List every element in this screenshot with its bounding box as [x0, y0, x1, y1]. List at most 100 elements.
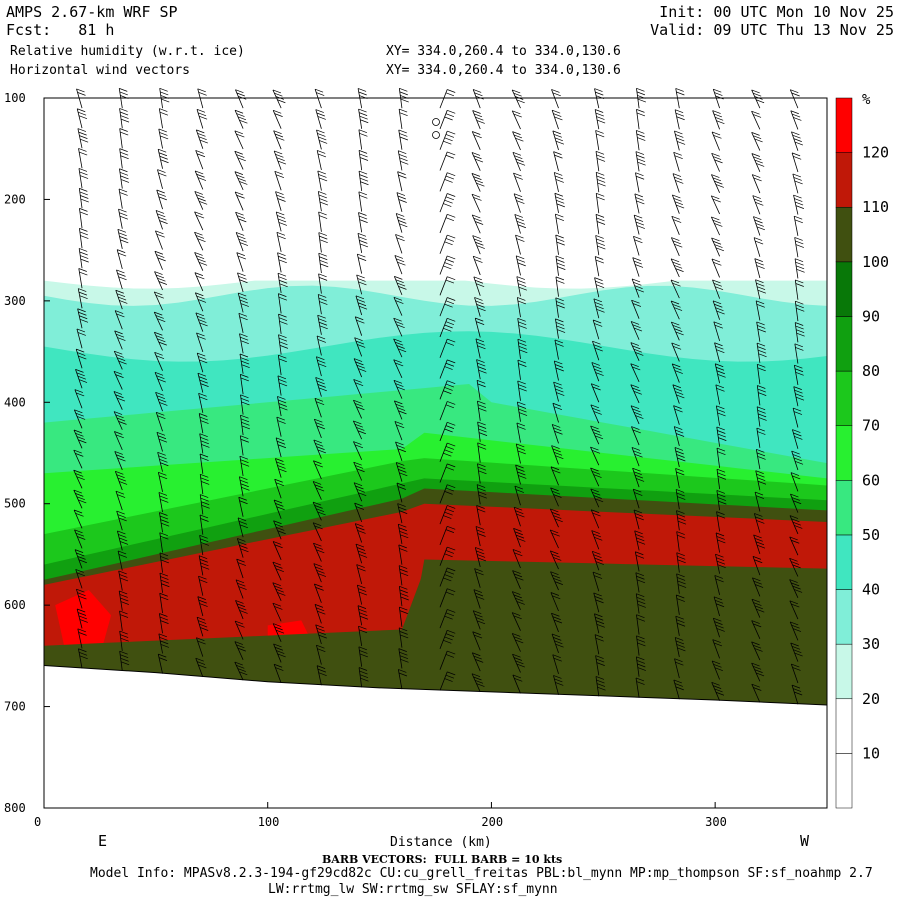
wind-barb-feather: [594, 88, 603, 92]
wind-barb: [159, 572, 163, 593]
wind-barb: [118, 570, 123, 591]
wind-barb: [517, 380, 521, 401]
wind-barb-feather: [355, 316, 364, 321]
wind-barb-feather: [792, 454, 801, 458]
wind-barb-feather: [637, 667, 646, 671]
wind-barb-feather: [592, 365, 602, 370]
wind-barb-feather: [635, 554, 645, 559]
wind-barb-feather: [595, 561, 604, 565]
wind-barb-feather: [476, 245, 485, 249]
wind-barb-feather: [78, 168, 88, 172]
wind-barb-feather: [550, 550, 559, 555]
wind-barb-feather: [200, 542, 209, 546]
wind-barb-feather: [790, 472, 800, 476]
colorbar-label: 10: [862, 744, 880, 762]
wind-barb-feather: [274, 170, 283, 175]
wind-barb: [517, 339, 521, 360]
wind-barb-feather: [712, 177, 722, 182]
wind-barb-feather: [118, 276, 127, 281]
wind-barb: [714, 363, 721, 384]
wind-barb-feather: [234, 150, 243, 155]
wind-barb-feather: [79, 151, 88, 156]
wind-barb: [710, 216, 720, 236]
wind-barb: [234, 171, 244, 191]
wind-barb-feather: [712, 219, 721, 224]
wind-barb-feather: [355, 506, 365, 510]
wind-barb-feather: [556, 199, 565, 204]
wind-barb-feather: [318, 194, 327, 199]
wind-barb-feather: [394, 276, 403, 280]
wind-barb-feather: [473, 134, 482, 139]
wind-barb: [115, 290, 123, 310]
wind-barb-feather: [279, 341, 288, 346]
model-title: AMPS 2.67-km WRF SP: [6, 3, 178, 21]
wind-barb-feather: [196, 616, 206, 621]
wind-barb: [119, 148, 123, 169]
wind-barb-feather: [278, 317, 288, 322]
wind-barb-feather: [317, 648, 326, 652]
wind-barb-feather: [353, 441, 362, 445]
wind-barb: [234, 110, 244, 129]
wind-barb-feather: [119, 610, 128, 615]
wind-barb-feather: [201, 501, 210, 506]
wind-barb-feather: [514, 506, 523, 511]
wind-barb-feather: [711, 152, 720, 157]
wind-barb-feather: [635, 175, 645, 180]
wind-barb-feather: [77, 111, 87, 116]
wind-barb-feather: [279, 406, 288, 411]
wind-barb-feather: [113, 371, 123, 375]
wind-barb-feather: [445, 134, 455, 138]
wind-barb-feather: [357, 278, 366, 282]
wind-barb-feather: [752, 666, 762, 670]
wind-barb: [278, 314, 282, 335]
wind-barb-feather: [597, 686, 606, 691]
wind-barb-feather: [715, 578, 724, 583]
wind-barb: [117, 530, 123, 551]
wind-barb-feather: [236, 92, 245, 97]
wind-barb-feather: [445, 279, 455, 284]
wind-barb-feather: [119, 192, 128, 196]
wind-barb: [592, 571, 600, 592]
wind-barb: [475, 338, 481, 359]
wind-barb-feather: [556, 392, 565, 396]
wind-barb-feather: [396, 386, 405, 391]
wind-barb-feather: [754, 584, 764, 588]
wind-barb: [159, 512, 163, 533]
wind-barb-feather: [551, 612, 560, 617]
x-tick-label: 100: [258, 815, 280, 829]
wind-barb-feather: [160, 135, 169, 140]
wind-barb-feather: [591, 428, 601, 433]
wind-barb-feather: [716, 426, 725, 431]
wind-barb-feather: [713, 321, 722, 326]
wind-barb: [116, 510, 123, 531]
wind-barb-feather: [516, 255, 525, 260]
wind-barb-feather: [239, 455, 249, 460]
wind-barb-feather: [117, 357, 126, 362]
wind-barb-feather: [356, 564, 365, 568]
wind-barb: [398, 544, 403, 565]
wind-barb-feather: [633, 260, 643, 265]
wind-barb-feather: [675, 331, 684, 336]
wind-barb-feather: [274, 626, 283, 631]
wind-barb-feather: [716, 310, 725, 315]
wind-barb-feather: [637, 98, 647, 103]
wind-barb-feather: [790, 493, 799, 498]
wind-barb-feather: [196, 129, 205, 134]
wind-barb-feather: [555, 140, 565, 145]
wind-barb: [313, 460, 322, 480]
wind-barb-feather: [790, 89, 799, 93]
wind-barb: [77, 288, 83, 309]
wind-barb-feather: [714, 303, 723, 308]
wind-barb-feather: [475, 300, 484, 305]
wind-barb: [471, 131, 481, 151]
wind-barb-feather: [596, 308, 605, 313]
wind-barb-feather: [676, 531, 685, 535]
wind-barb: [234, 130, 244, 150]
wind-barb-feather: [240, 374, 249, 378]
wind-barb: [158, 128, 163, 149]
wind-barb-feather: [595, 130, 604, 134]
wind-barb-feather: [714, 599, 724, 604]
colorbar-label: 110: [862, 198, 889, 216]
wind-barb: [631, 447, 640, 467]
wind-barb-feather: [717, 564, 726, 569]
